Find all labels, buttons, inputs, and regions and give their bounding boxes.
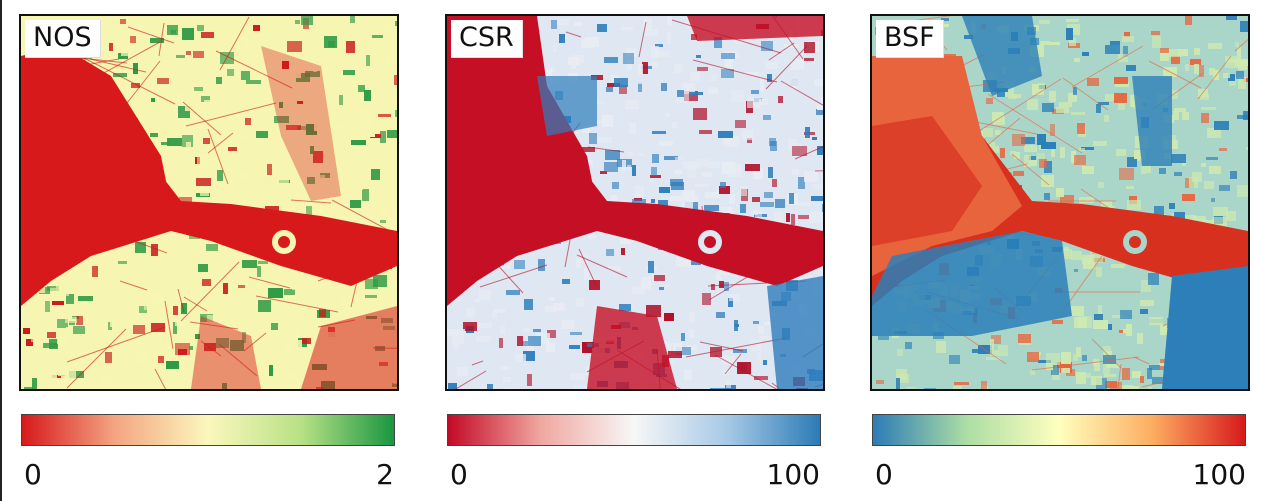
csr-colorbar-min-label: 0 <box>450 458 468 491</box>
left-border-line <box>0 0 2 501</box>
bsf-colorbar-max-label: 100 <box>1192 458 1246 491</box>
bsf-colorbar-min-label: 0 <box>875 458 893 491</box>
bsf-panel-label: BSF <box>876 20 944 58</box>
bsf-map-panel: BSF <box>870 14 1250 391</box>
csr-map-panel: CSR <box>445 14 825 391</box>
nos-map-panel: NOS <box>19 14 399 391</box>
nos-colorbar-min-label: 0 <box>24 458 42 491</box>
csr-colorbar <box>447 414 821 446</box>
csr-panel-label: CSR <box>451 20 523 58</box>
csr-map-image <box>447 16 823 389</box>
nos-colorbar <box>21 414 395 446</box>
csr-colorbar-max-label: 100 <box>766 458 820 491</box>
bsf-map-image <box>872 16 1248 389</box>
nos-map-image <box>21 16 397 389</box>
nos-colorbar-max-label: 2 <box>376 458 394 491</box>
nos-panel-label: NOS <box>25 20 101 58</box>
bsf-colorbar <box>872 414 1246 446</box>
